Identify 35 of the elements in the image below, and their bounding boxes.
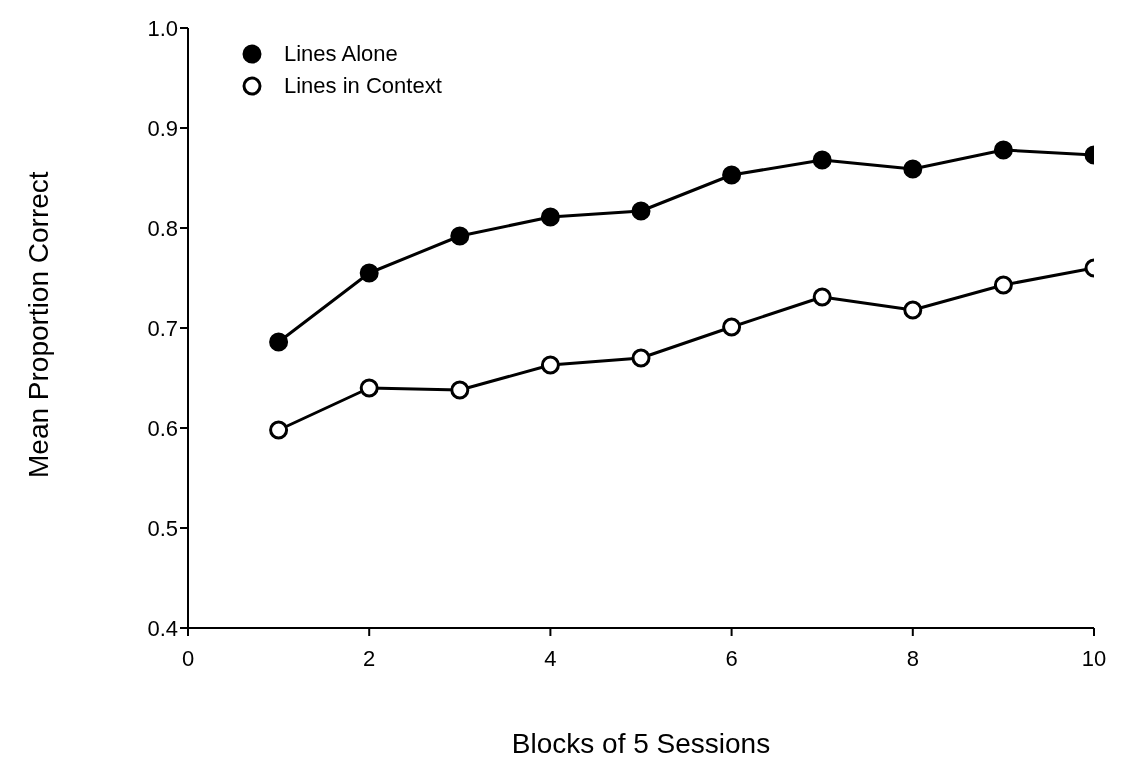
point [631, 201, 651, 221]
point [540, 207, 560, 227]
point [993, 140, 1013, 160]
point [722, 165, 742, 185]
legend-label: Lines in Context [284, 73, 442, 99]
x-tick-label: 0 [181, 645, 195, 671]
legend-label: Lines Alone [284, 41, 398, 67]
point [450, 226, 470, 246]
point [540, 355, 560, 375]
y-axis-title: Mean Proportion Correct [22, 171, 54, 478]
y-tick-label: 0.6 [147, 415, 178, 441]
x-tick-label: 6 [725, 645, 738, 671]
point [993, 275, 1013, 295]
point [631, 348, 651, 368]
point [903, 300, 923, 320]
point [722, 317, 742, 337]
y-tick-label: 0.9 [147, 115, 178, 141]
point [359, 378, 379, 398]
point [903, 159, 923, 179]
point [812, 287, 832, 307]
point [812, 150, 832, 170]
x-tick-label: 10 [1081, 645, 1107, 671]
y-tick-label: 1.0 [147, 15, 178, 41]
point [450, 380, 470, 400]
x-tick-label: 2 [363, 645, 376, 671]
point [269, 420, 289, 440]
point [269, 332, 289, 352]
y-tick-label: 0.8 [147, 215, 178, 241]
x-tick-label: 8 [906, 645, 919, 671]
y-tick-label: 0.7 [147, 315, 178, 341]
x-axis-title: Blocks of 5 Sessions [511, 728, 771, 759]
x-tick-label: 4 [544, 645, 557, 671]
y-tick-label: 0.4 [147, 615, 178, 641]
point [359, 263, 379, 283]
y-tick-label: 0.5 [147, 515, 178, 541]
